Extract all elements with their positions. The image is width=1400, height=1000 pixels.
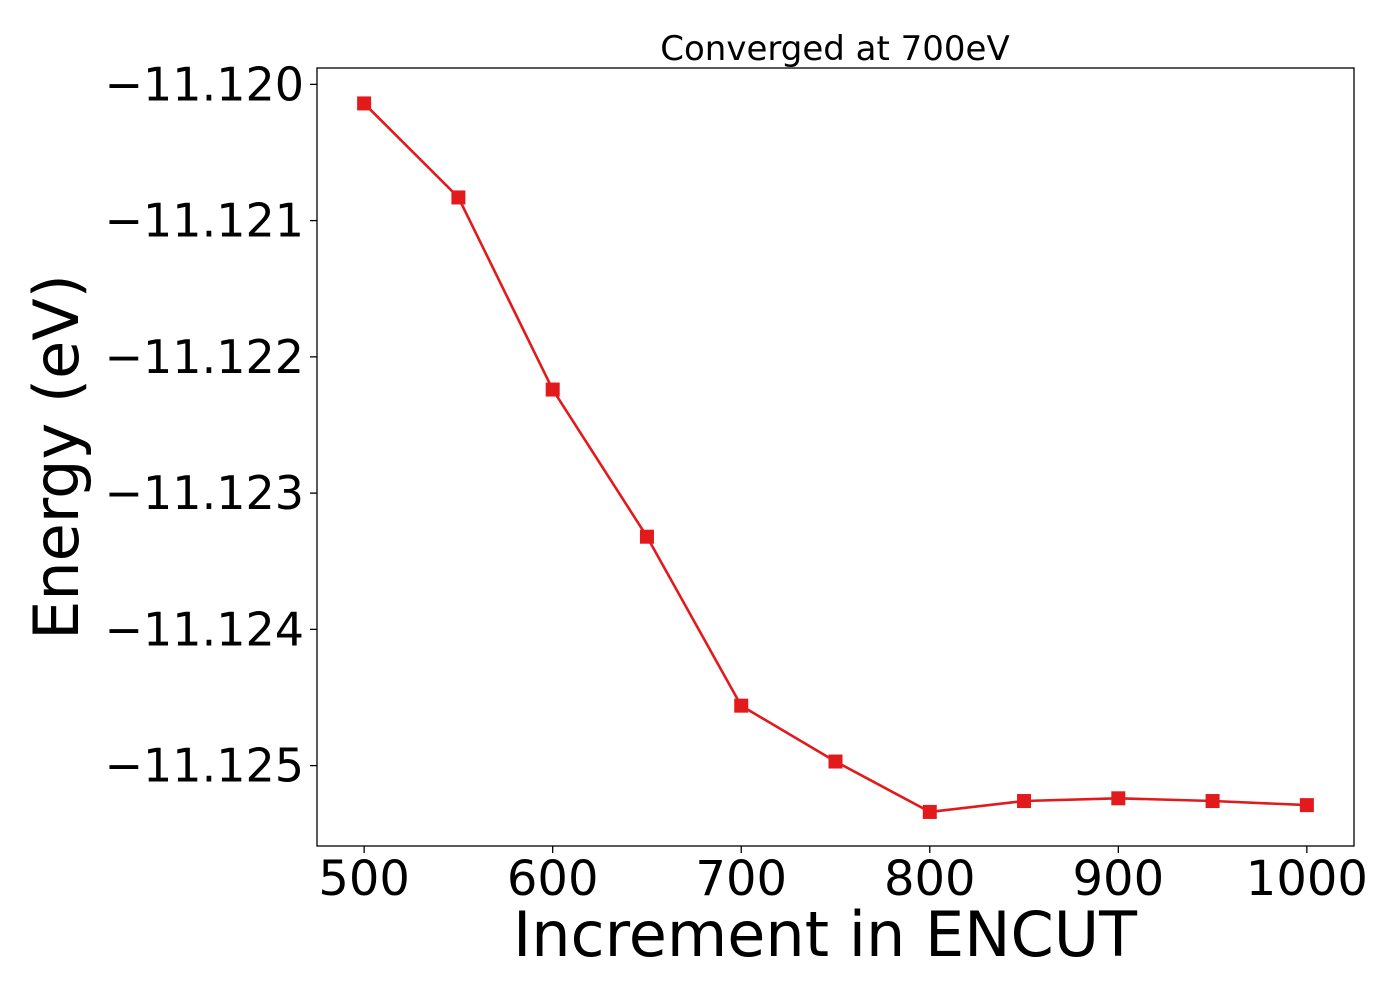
y-tick-label: −11.122: [105, 330, 305, 384]
data-point: [1299, 798, 1314, 813]
y-tick-label: −11.125: [105, 739, 305, 793]
y-tick-label: −11.121: [105, 194, 305, 248]
data-point: [1111, 791, 1126, 806]
x-tick-label: 900: [1073, 851, 1165, 907]
x-axis-ticks: 500 600 700 800 900 1000: [318, 846, 1368, 907]
data-point: [734, 698, 749, 713]
x-tick-label: 600: [507, 851, 599, 907]
plot-frame: [316, 67, 1355, 847]
y-tick-label: −11.120: [105, 57, 305, 111]
y-axis-label: Energy (eV): [20, 274, 93, 640]
y-tick-label: −11.123: [105, 466, 305, 520]
y-tick-label: −11.124: [105, 602, 305, 656]
x-axis-label: Increment in ENCUT: [513, 898, 1138, 971]
data-point: [545, 382, 560, 397]
plot-data: [357, 96, 1314, 819]
data-point: [828, 754, 843, 769]
y-axis-ticks: −11.125 −11.124 −11.123 −11.122 −11.121 −11.1…: [105, 57, 317, 793]
data-point: [357, 96, 372, 111]
x-tick-label: 700: [695, 851, 787, 907]
data-point: [639, 529, 654, 544]
chart-title: Converged at 700eV: [660, 29, 1009, 69]
x-tick-label: 800: [884, 851, 976, 907]
data-point: [451, 190, 466, 205]
data-point: [922, 804, 937, 819]
x-tick-label: 1000: [1246, 851, 1368, 907]
data-point: [1205, 794, 1220, 809]
data-point: [1017, 794, 1032, 809]
x-tick-label: 500: [318, 851, 410, 907]
